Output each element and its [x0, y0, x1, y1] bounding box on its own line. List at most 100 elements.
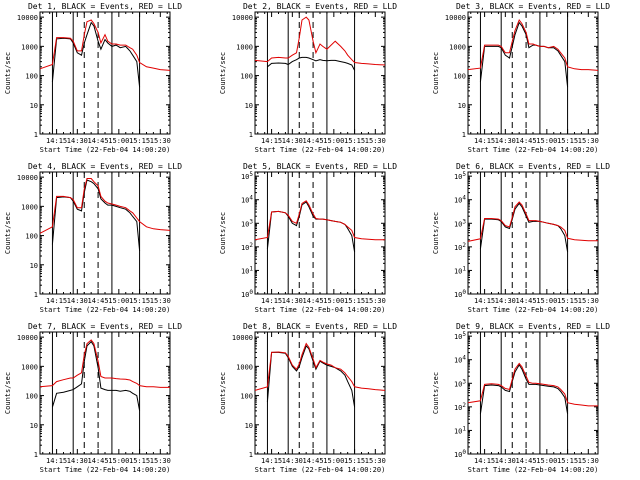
y-tick-label: 1000: [21, 363, 38, 371]
x-tick-label: 14:15: [46, 457, 67, 465]
x-tick-label: 15:30: [150, 137, 171, 145]
series-line-lld: [467, 362, 598, 407]
x-axis-label: Start Time (22-Feb-04 14:00:20): [40, 466, 171, 474]
x-tick-label: 15:15: [344, 297, 365, 305]
y-tick-label: 10: [245, 422, 253, 430]
panel-4: Det 4, BLACK = Events, RED = LLD 1 10 100 10…: [4, 162, 182, 314]
plot-frame: [467, 11, 599, 135]
y-axis-label: Counts/sec: [4, 372, 12, 414]
series-line-events: [479, 363, 569, 415]
x-tick-label: 14:30: [282, 137, 303, 145]
y-tick-label: 10000: [17, 174, 38, 182]
y-tick-label: 100: [241, 289, 253, 299]
y-tick-label: 100: [240, 393, 253, 401]
x-tick-label: 15:00: [536, 457, 557, 465]
x-tick-label: 15:00: [536, 297, 557, 305]
series-line-events: [51, 179, 141, 251]
series-line-lld: [39, 178, 171, 234]
y-axis-label: Counts/sec: [432, 372, 440, 414]
series-line-lld: [39, 339, 170, 388]
panel-8: Det 8, BLACK = Events, RED = LLD 1 10 100 10…: [219, 322, 397, 474]
series-line-lld: [254, 200, 385, 241]
y-tick-label: 1: [249, 451, 253, 459]
y-tick-label: 1000: [449, 43, 466, 51]
panel-title: Det 9, BLACK = Events, RED = LLD: [456, 322, 610, 331]
y-tick-label: 100: [25, 73, 38, 81]
plot-frame: [39, 171, 171, 295]
y-tick-label: 100: [25, 393, 38, 401]
y-tick-label: 102: [454, 402, 466, 412]
x-axis-label: Start Time (22-Feb-04 14:00:20): [255, 306, 386, 314]
x-tick-label: 15:30: [365, 297, 386, 305]
x-tick-label: 15:15: [344, 457, 365, 465]
x-tick-label: 15:15: [129, 457, 150, 465]
series-line-events: [267, 56, 356, 71]
y-tick-label: 10: [245, 102, 253, 110]
panel-title: Det 5, BLACK = Events, RED = LLD: [243, 162, 397, 171]
x-axis-label: Start Time (22-Feb-04 14:00:20): [255, 146, 386, 154]
x-tick-label: 14:45: [303, 457, 324, 465]
y-tick-label: 10000: [232, 14, 253, 22]
y-tick-label: 1: [34, 451, 38, 459]
x-tick-label: 15:00: [108, 297, 129, 305]
x-tick-label: 14:15: [261, 137, 282, 145]
y-tick-label: 1000: [236, 363, 253, 371]
y-tick-label: 102: [241, 242, 253, 252]
x-tick-label: 14:30: [282, 297, 303, 305]
x-tick-label: 15:30: [578, 137, 599, 145]
x-tick-label: 14:45: [303, 137, 324, 145]
panel-title: Det 4, BLACK = Events, RED = LLD: [28, 162, 182, 171]
x-tick-label: 14:15: [474, 137, 495, 145]
x-axis-label: Start Time (22-Feb-04 14:00:20): [468, 146, 599, 154]
x-tick-label: 15:15: [557, 137, 578, 145]
plot-frame: [39, 11, 171, 135]
panel-7: Det 7, BLACK = Events, RED = LLD 1 10 100 10…: [4, 322, 182, 474]
x-tick-label: 15:15: [557, 457, 578, 465]
x-tick-label: 15:15: [129, 137, 150, 145]
panel-2: Det 2, BLACK = Events, RED = LLD 1 10 100 10…: [219, 2, 397, 154]
y-tick-label: 100: [453, 73, 466, 81]
panel-9: Det 9, BLACK = Events, RED = LLD 100 101 10…: [432, 322, 610, 474]
y-tick-label: 104: [454, 355, 466, 365]
x-tick-label: 14:45: [303, 297, 324, 305]
y-tick-label: 10: [30, 262, 38, 270]
y-axis-label: Counts/sec: [219, 52, 227, 94]
y-tick-label: 1: [249, 131, 253, 139]
x-tick-label: 14:15: [261, 457, 282, 465]
panel-3: Det 3, BLACK = Events, RED = LLD 1 10 100 10…: [432, 2, 610, 154]
plot-frame: [467, 171, 599, 295]
x-tick-label: 15:30: [578, 297, 599, 305]
series-line-events: [479, 202, 569, 253]
x-axis-label: Start Time (22-Feb-04 14:00:20): [40, 146, 171, 154]
y-tick-label: 101: [454, 265, 466, 275]
series-line-lld: [39, 19, 171, 71]
y-tick-label: 105: [241, 171, 253, 181]
x-tick-label: 15:00: [108, 457, 129, 465]
x-tick-label: 15:30: [365, 137, 386, 145]
y-tick-label: 10: [30, 102, 38, 110]
y-tick-label: 100: [454, 289, 466, 299]
plot-frame: [467, 331, 599, 455]
x-tick-label: 14:15: [474, 297, 495, 305]
x-tick-label: 14:30: [67, 297, 88, 305]
x-tick-label: 15:30: [150, 457, 171, 465]
series-line-events: [51, 340, 141, 411]
x-tick-label: 15:15: [344, 137, 365, 145]
x-tick-label: 15:15: [129, 297, 150, 305]
series-line-lld: [467, 201, 598, 242]
y-tick-label: 103: [241, 218, 253, 228]
y-tick-label: 105: [454, 331, 466, 341]
y-tick-label: 1000: [21, 43, 38, 51]
y-tick-label: 1: [34, 291, 38, 299]
y-tick-label: 1000: [21, 203, 38, 211]
x-tick-label: 14:45: [88, 457, 109, 465]
x-tick-label: 15:00: [108, 137, 129, 145]
y-tick-label: 10: [458, 102, 466, 110]
panel-1: Det 1, BLACK = Events, RED = LLD 1 10 100 10…: [4, 2, 182, 154]
x-tick-label: 14:30: [67, 137, 88, 145]
panel-title: Det 7, BLACK = Events, RED = LLD: [28, 322, 182, 331]
x-tick-label: 14:45: [516, 137, 537, 145]
y-tick-label: 10000: [17, 14, 38, 22]
y-axis-label: Counts/sec: [4, 212, 12, 254]
y-tick-label: 105: [454, 171, 466, 181]
